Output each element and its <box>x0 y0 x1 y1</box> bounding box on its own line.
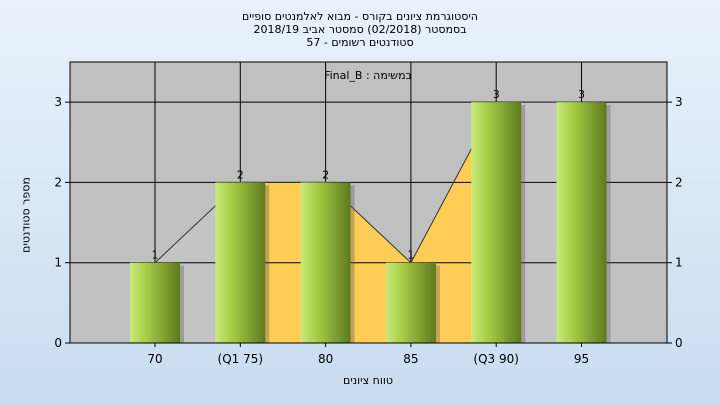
bar-value-label-0: 1 <box>152 249 159 262</box>
bar-value-label-3: 1 <box>407 249 414 262</box>
y-tick-label-left-0: 0 <box>54 336 62 350</box>
y-tick-label-right-0: 0 <box>675 336 683 350</box>
y-tick-label-right-3: 3 <box>675 95 683 109</box>
bar-2 <box>300 182 351 343</box>
bar-value-label-2: 2 <box>322 168 329 181</box>
bar-value-label-1: 2 <box>237 168 244 181</box>
bar-5 <box>556 102 607 344</box>
x-tick-label-1: (Q1 75) <box>218 352 264 366</box>
legend-text: במשימה : Final_B <box>324 69 412 82</box>
bar-value-label-4: 3 <box>493 88 500 101</box>
x-tick-label-0: 70 <box>147 352 162 366</box>
bar-value-label-5: 3 <box>578 88 585 101</box>
y-tick-label-right-2: 2 <box>675 175 683 189</box>
plot-frame <box>69 61 668 344</box>
bar-3 <box>385 262 436 343</box>
title-line-2: בסמסטר (02/2018) סמסטר אביב 2018/19 <box>253 23 467 36</box>
title-line-1: היסטוגרמת ציונים בקורס - מבוא לאלמנטים ס… <box>242 10 478 23</box>
bar-1 <box>215 182 266 343</box>
y-tick-label-right-1: 1 <box>675 256 683 270</box>
chart-title: היסטוגרמת ציונים בקורס - מבוא לאלמנטים ס… <box>0 10 720 49</box>
title-line-3: סטודנטים רשומים - 57 <box>306 36 414 49</box>
x-tick-label-3: 85 <box>403 352 418 366</box>
x-axis-label: טווח ציונים <box>343 374 393 387</box>
x-tick-label-5: 95 <box>574 352 589 366</box>
x-tick-label-2: 80 <box>318 352 333 366</box>
y-tick-label-left-1: 1 <box>54 256 62 270</box>
x-tick-label-4: (Q3 90) <box>473 352 519 366</box>
y-tick-label-left-2: 2 <box>54 175 62 189</box>
bar-0 <box>130 262 180 343</box>
bar-4 <box>471 102 522 344</box>
y-tick-label-left-3: 3 <box>54 95 62 109</box>
